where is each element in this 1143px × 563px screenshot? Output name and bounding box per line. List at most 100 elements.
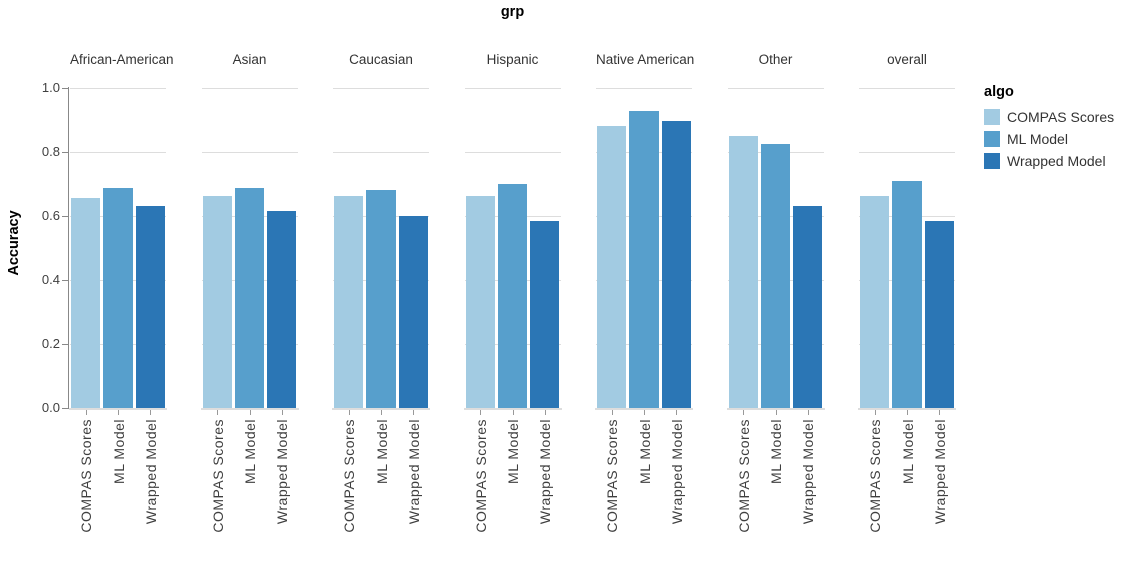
y-tick-label: 0.6 xyxy=(41,208,60,223)
gridline xyxy=(464,152,561,153)
gridline xyxy=(70,152,166,153)
bar-wrapped-model xyxy=(267,210,297,408)
bar-compas-scores xyxy=(202,196,232,408)
bar-compas-scores xyxy=(728,136,758,408)
legend-entry-label: COMPAS Scores xyxy=(1007,109,1115,125)
bar-compas-scores xyxy=(597,126,627,408)
x-axis-baseline xyxy=(332,408,430,410)
bar-ml-model xyxy=(497,183,528,408)
x-axis-baseline xyxy=(463,408,562,410)
x-axis-tick xyxy=(939,410,941,415)
y-axis-tick xyxy=(62,280,68,281)
x-axis-tick xyxy=(644,410,645,415)
facet-header: Asian xyxy=(232,52,267,67)
gridline xyxy=(201,88,298,89)
bar-wrapped-model xyxy=(924,220,954,408)
x-tick-label: COMPAS Scores xyxy=(78,419,95,533)
x-axis-baseline xyxy=(69,408,167,410)
y-axis-tick xyxy=(62,88,68,89)
gridline xyxy=(727,88,824,89)
facet-header: Native American xyxy=(596,52,695,67)
x-axis-tick xyxy=(281,410,283,415)
x-axis-baseline xyxy=(595,408,693,410)
bar-ml-model xyxy=(366,190,396,408)
gridline xyxy=(596,88,692,89)
gridline xyxy=(859,152,955,153)
bar-wrapped-model xyxy=(135,206,165,408)
x-axis-tick xyxy=(874,410,876,415)
legend-entries: COMPAS Scores ML Model Wrapped Model xyxy=(984,109,1114,169)
x-tick-label: COMPAS Scores xyxy=(867,419,884,533)
legend-title: algo xyxy=(984,84,1014,100)
facet-header: Other xyxy=(758,52,793,67)
x-tick-label: ML Model xyxy=(899,419,916,484)
x-tick-label: ML Model xyxy=(768,419,784,484)
x-tick-label: ML Model xyxy=(110,419,127,484)
bar-compas-scores xyxy=(334,195,364,408)
x-tick-label: Wrapped Model xyxy=(142,419,159,525)
y-tick-label: 0.4 xyxy=(41,272,60,287)
legend-entry-label: Wrapped Model xyxy=(1007,153,1106,169)
x-axis-tick xyxy=(249,410,251,415)
gridline xyxy=(464,88,561,89)
gridline xyxy=(859,88,955,89)
x-axis-tick xyxy=(413,410,415,415)
x-tick-label: Wrapped Model xyxy=(931,419,948,525)
bar-ml-model xyxy=(103,187,133,408)
y-tick-label: 0.2 xyxy=(41,336,60,351)
x-tick-label: Wrapped Model xyxy=(405,419,422,525)
x-tick-label: Wrapped Model xyxy=(537,419,554,525)
bar-wrapped-model xyxy=(661,121,691,408)
legend-entry: COMPAS Scores xyxy=(984,109,1114,125)
x-axis-tick xyxy=(611,410,613,415)
x-axis-tick xyxy=(348,410,350,415)
legend-entry: ML Model xyxy=(984,131,1114,147)
facet-header: African-American xyxy=(70,52,174,67)
y-axis-line xyxy=(68,87,69,409)
x-axis-baseline xyxy=(200,408,299,410)
x-tick-label: COMPAS Scores xyxy=(604,419,621,533)
facet-header: Caucasian xyxy=(349,52,413,67)
bar-compas-scores xyxy=(71,198,101,408)
x-tick-label: Wrapped Model xyxy=(274,419,291,525)
x-axis-tick xyxy=(743,410,745,415)
x-tick-label: COMPAS Scores xyxy=(472,419,489,533)
y-axis-title: Accuracy xyxy=(6,210,22,276)
gridline xyxy=(333,152,429,153)
y-axis-tick xyxy=(62,408,68,409)
x-axis-tick xyxy=(544,410,546,415)
bar-compas-scores xyxy=(465,195,495,408)
bar-ml-model xyxy=(892,181,922,408)
chart-title: grp xyxy=(500,4,525,20)
legend-swatch xyxy=(984,109,1000,125)
x-axis-tick xyxy=(118,410,119,415)
x-tick-label: Wrapped Model xyxy=(668,419,685,525)
bar-ml-model xyxy=(234,187,265,408)
facet-header: Hispanic xyxy=(486,52,539,67)
facet-header: overall xyxy=(887,52,927,67)
bar-wrapped-model xyxy=(530,220,560,408)
bar-wrapped-model xyxy=(398,215,428,408)
gridline xyxy=(201,152,298,153)
x-tick-label: ML Model xyxy=(373,419,390,484)
x-axis-tick xyxy=(480,410,482,415)
y-tick-label: 0.8 xyxy=(41,144,60,159)
x-axis-baseline xyxy=(858,408,956,410)
x-tick-label: ML Model xyxy=(505,419,521,484)
legend: algo COMPAS Scores ML Model Wrapped Model xyxy=(984,84,1114,175)
x-tick-label: Wrapped Model xyxy=(800,419,817,525)
y-axis-tick xyxy=(62,152,68,153)
bar-wrapped-model xyxy=(793,206,823,408)
x-axis-tick xyxy=(217,410,219,415)
legend-swatch xyxy=(984,153,1000,169)
gridline xyxy=(333,88,429,89)
x-tick-label: COMPAS Scores xyxy=(209,419,226,533)
bar-ml-model xyxy=(760,143,791,408)
y-axis-tick xyxy=(62,216,68,217)
x-tick-label: COMPAS Scores xyxy=(735,419,752,533)
x-tick-label: COMPAS Scores xyxy=(341,419,358,533)
legend-entry-label: ML Model xyxy=(1007,131,1068,147)
x-axis-tick xyxy=(85,410,87,415)
legend-swatch xyxy=(984,131,1000,147)
